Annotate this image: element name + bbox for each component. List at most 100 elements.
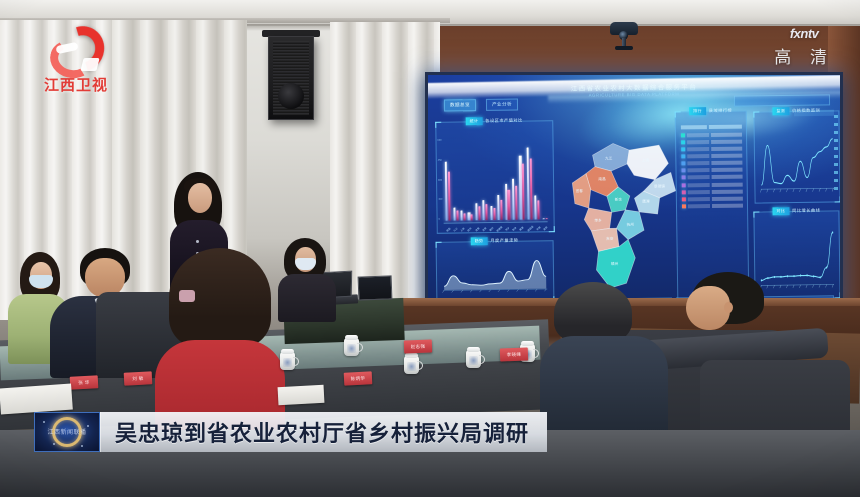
ranking-name <box>687 140 710 145</box>
nameplate: 李晓峰 <box>499 347 529 362</box>
map-region[interactable] <box>606 186 631 213</box>
axis-tick <box>451 290 454 293</box>
ranking-row[interactable] <box>681 153 743 160</box>
chart-line <box>761 231 833 281</box>
dashboard-tabs: 数据总览 产业分析 <box>443 98 519 112</box>
axis-tick <box>818 188 821 192</box>
bar-y-tick: 150 <box>438 197 443 202</box>
data-point <box>773 275 776 279</box>
ranking-color-swatch <box>681 189 686 195</box>
ranking-row[interactable] <box>680 131 743 138</box>
status-dot-column <box>834 115 838 190</box>
camera-base <box>615 46 633 50</box>
sparkle <box>53 443 55 445</box>
ranking-value <box>711 196 743 201</box>
area-fill <box>444 260 547 291</box>
ranking-row[interactable] <box>681 195 743 202</box>
bar <box>522 163 526 220</box>
axis-tick <box>534 289 538 292</box>
ranking-row[interactable] <box>681 181 743 188</box>
bar <box>529 157 533 220</box>
bar-group <box>504 138 511 220</box>
tab-industry-analysis[interactable]: 产业分析 <box>485 98 519 111</box>
bar-x-tick: 景德镇 <box>495 225 504 233</box>
map-region-label: 宜春 <box>576 188 584 193</box>
speaker-woofer <box>278 83 304 109</box>
panel-area-chip: 趋势 <box>470 237 488 246</box>
map-region-label: 赣州 <box>611 261 619 266</box>
tea-cup <box>344 335 363 356</box>
chart-line <box>761 138 833 186</box>
axis-tick <box>760 188 762 193</box>
ranking-color-swatch <box>681 175 686 180</box>
ranking-row[interactable] <box>681 139 743 146</box>
bar-group <box>444 139 451 221</box>
map-region[interactable] <box>616 209 645 241</box>
bar <box>467 212 471 221</box>
panel-line-chart-1: 监测 价格指数监测 <box>753 107 840 204</box>
ranking-row[interactable] <box>681 202 744 209</box>
axis-tick <box>766 188 769 193</box>
map-region-label: 新余 <box>615 197 623 202</box>
axis-baseline <box>760 284 835 286</box>
document-paper <box>277 384 325 406</box>
cup-pattern <box>347 344 356 353</box>
panel-bar-chart: 统计 各设区市产值对比 600 450 300 150 0 南昌 九江 上饶 抚州 宜春… <box>435 117 555 234</box>
ranking-name <box>687 189 710 194</box>
ranking-row[interactable] <box>681 167 743 174</box>
axis-tick <box>792 284 795 289</box>
status-dot <box>834 179 838 182</box>
watermark-quality: 高 清 <box>774 48 834 67</box>
map-region-label: 南昌 <box>598 176 606 181</box>
bar <box>460 210 463 221</box>
map-region[interactable] <box>590 227 620 252</box>
ranking-row[interactable] <box>681 174 743 181</box>
map-region[interactable] <box>634 190 661 215</box>
speaker-mount <box>262 30 320 37</box>
ranking-row[interactable] <box>681 160 743 167</box>
panel-line-chart-2: 对比 同比增长曲线 <box>753 207 840 300</box>
bar <box>507 189 511 220</box>
axis-tick <box>831 187 834 192</box>
axis-tick <box>507 289 510 292</box>
panel-rank-title: 县域排行榜 <box>708 107 733 114</box>
bar-x-tick: 抚州 <box>467 227 473 233</box>
face <box>188 183 212 213</box>
map-region[interactable] <box>596 239 636 289</box>
status-dot <box>834 155 838 158</box>
ranking-name <box>687 147 710 152</box>
tab-overview[interactable]: 数据总览 <box>443 99 477 112</box>
ranking-value <box>711 146 743 152</box>
bar-x-tick: 赣州 <box>488 226 495 233</box>
axis-tick <box>442 290 445 293</box>
bar-x-tick: 高安 <box>542 225 549 232</box>
map-region[interactable] <box>626 144 669 180</box>
bar <box>485 203 488 221</box>
ranking-name <box>687 196 710 202</box>
wall-speaker <box>268 36 314 120</box>
map-region-label: 九江 <box>605 156 613 161</box>
status-dot <box>834 131 838 134</box>
panel-bar-chip: 统计 <box>465 117 483 126</box>
ranking-name <box>687 182 710 187</box>
bar <box>448 171 451 221</box>
map-region[interactable] <box>642 171 677 199</box>
ranking-name <box>687 175 710 180</box>
ranking-color-swatch <box>681 197 686 202</box>
cup-pattern <box>407 362 416 371</box>
ranking-row[interactable] <box>681 146 743 153</box>
ranking-name <box>687 203 711 209</box>
ranking-value <box>711 160 743 166</box>
map-region[interactable] <box>571 173 592 209</box>
bar-group <box>489 138 496 221</box>
seated-operator-woman <box>276 238 338 322</box>
face <box>85 258 125 298</box>
ranking-row[interactable] <box>681 188 743 195</box>
hair-clip <box>179 290 195 302</box>
bar-y-tick: 0 <box>438 217 440 221</box>
ranking-value <box>711 167 743 173</box>
panel-area-header: 趋势 月度产量走势 <box>470 237 519 246</box>
jiangxi-satellite-tv-logo: 江西卫视 <box>28 18 120 96</box>
bar-group <box>511 138 518 220</box>
bar <box>500 199 503 220</box>
